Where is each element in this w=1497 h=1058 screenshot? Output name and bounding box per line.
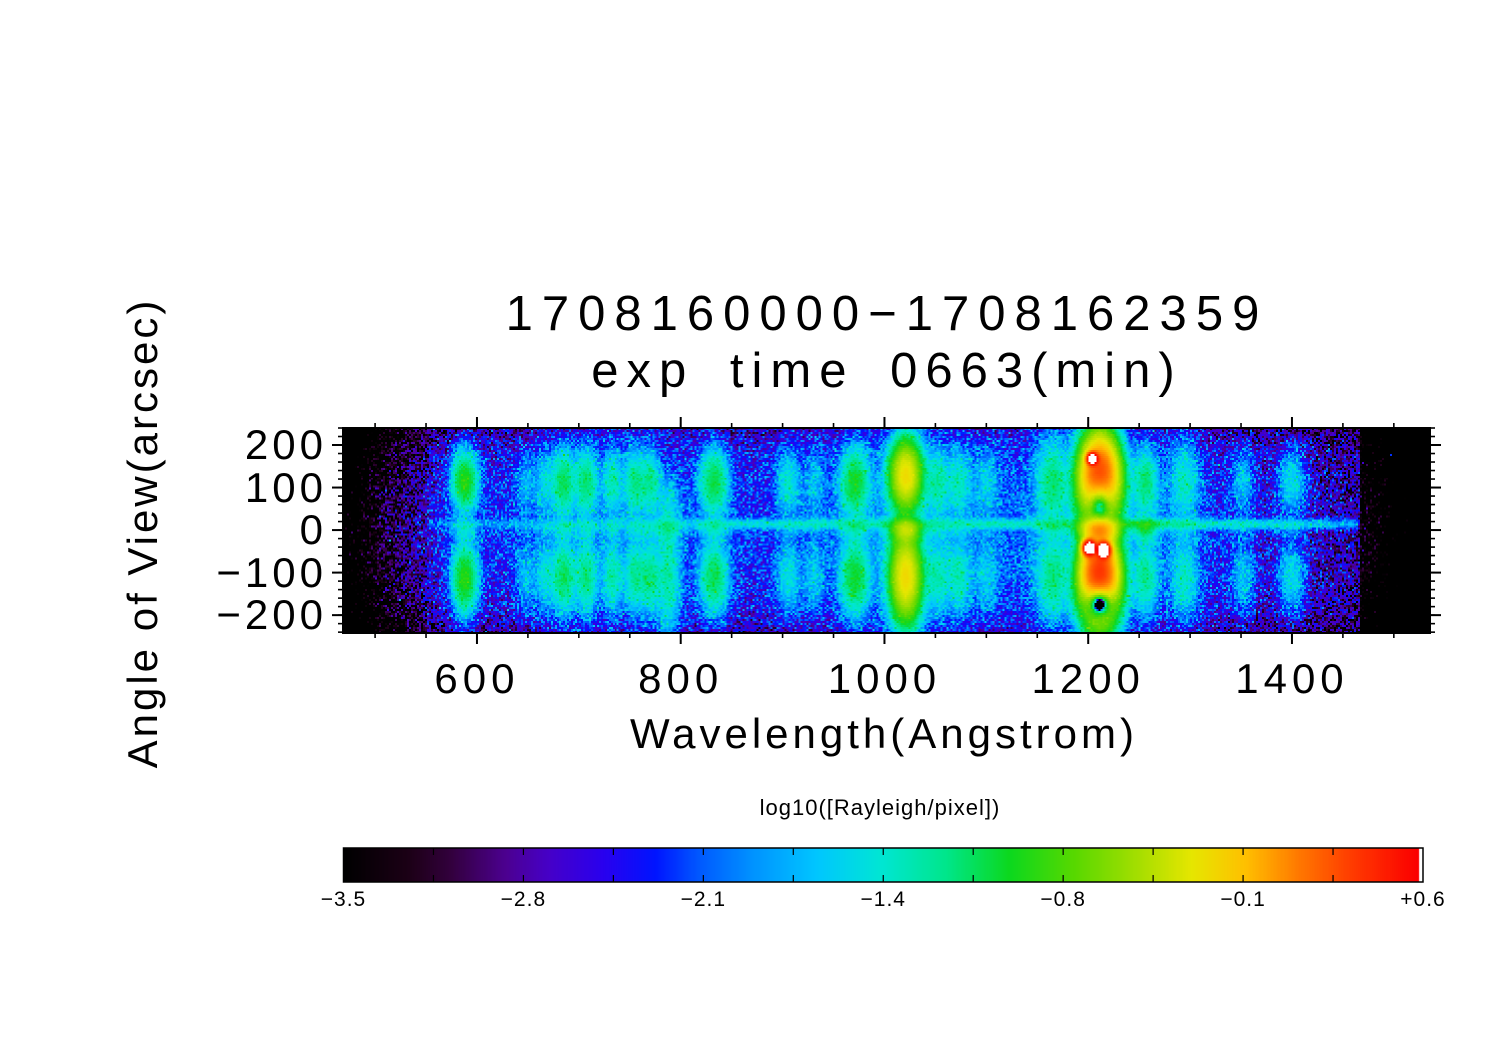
x-tick-label: 1200 — [1031, 655, 1145, 702]
colorbar-tick-label: +0.6 — [1400, 888, 1446, 911]
x-tick-label: 1000 — [827, 655, 942, 702]
colorbar-tick-label: −0.1 — [1220, 888, 1266, 911]
colorbar-gradient — [344, 848, 1423, 882]
plot-title-line2: exp time 0663(min) — [591, 344, 1183, 398]
spectral-heatmap-image — [343, 428, 1430, 633]
y-tick-label: 0 — [299, 506, 327, 554]
x-axis-title: Wavelength(Angstrom) — [630, 710, 1138, 757]
y-tick-label: 100 — [244, 463, 327, 511]
x-tick-label: 600 — [434, 655, 520, 702]
y-tick-label: −100 — [216, 548, 327, 596]
colorbar-title: log10([Rayleigh/pixel]) — [759, 795, 1001, 820]
y-tick-label: 200 — [244, 421, 327, 468]
colorbar-tick-label: −3.5 — [320, 888, 367, 911]
y-tick-label: −200 — [216, 591, 327, 639]
colorbar-tick-label: −1.4 — [860, 888, 906, 911]
plot-title-line1: 1708160000−1708162359 — [505, 287, 1269, 341]
x-tick-label: 800 — [638, 655, 724, 702]
x-tick-label: 1400 — [1235, 655, 1349, 702]
colorbar-tick-label: −2.1 — [680, 888, 727, 911]
colorbar-tick-label: −0.8 — [1040, 888, 1086, 911]
colorbar-tick-label: −2.8 — [500, 888, 547, 911]
